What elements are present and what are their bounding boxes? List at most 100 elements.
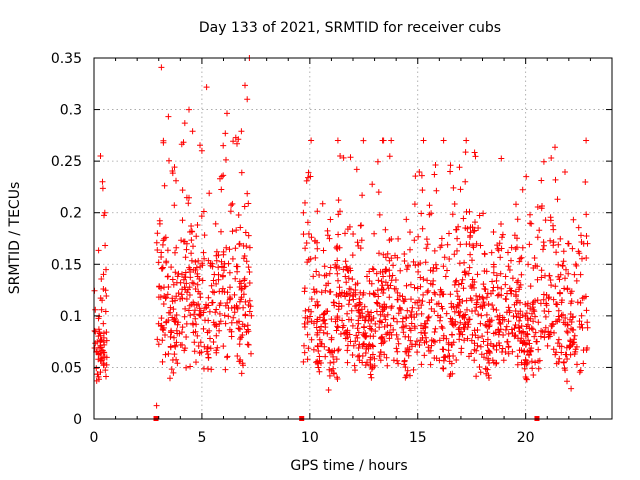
data-point [171, 164, 178, 171]
data-point [364, 273, 370, 280]
data-point [551, 329, 557, 336]
data-point [308, 234, 315, 241]
data-point [324, 330, 331, 337]
data-point [205, 302, 212, 309]
data-point [165, 284, 172, 290]
data-point [583, 137, 590, 144]
data-point [387, 322, 394, 329]
data-point [493, 346, 500, 353]
data-point [373, 270, 380, 277]
data-point [564, 322, 571, 329]
data-point [93, 377, 100, 384]
data-point [571, 332, 578, 339]
data-point [171, 202, 178, 209]
data-point [191, 348, 198, 355]
data-point [186, 106, 192, 113]
data-point [191, 311, 198, 318]
data-point [493, 277, 500, 284]
data-point [334, 137, 341, 144]
data-point [211, 289, 218, 296]
data-point [472, 153, 479, 160]
data-point [310, 273, 317, 280]
data-point [164, 291, 171, 298]
data-point [240, 304, 247, 311]
data-point [552, 144, 558, 151]
data-point [411, 325, 418, 332]
data-point [207, 335, 213, 342]
data-point [485, 318, 491, 325]
data-point [478, 312, 485, 319]
data-point [576, 318, 583, 325]
data-point [486, 350, 493, 356]
data-point [164, 247, 171, 254]
data-point [485, 355, 492, 362]
data-point [447, 162, 454, 169]
data-point [524, 330, 531, 337]
data-point [102, 308, 109, 315]
data-point [209, 299, 215, 306]
data-point [516, 317, 523, 324]
data-point [378, 278, 385, 285]
data-point [503, 323, 510, 330]
data-point [531, 255, 538, 261]
data-point [579, 295, 586, 302]
data-point [385, 285, 392, 292]
data-point [577, 367, 584, 374]
data-point [393, 285, 399, 292]
data-point [381, 351, 388, 358]
data-point [230, 314, 237, 321]
data-point [355, 329, 362, 336]
data-point [388, 137, 395, 144]
data-point [238, 296, 244, 303]
data-point [463, 208, 470, 215]
data-point [473, 299, 480, 306]
data-point [374, 300, 381, 307]
data-point [200, 325, 207, 332]
data-point [386, 335, 393, 342]
data-point [402, 333, 409, 340]
data-point [165, 309, 172, 316]
data-point [326, 366, 333, 373]
data-point [525, 261, 532, 268]
data-point [322, 287, 329, 294]
data-point [386, 273, 393, 280]
data-point [402, 364, 409, 371]
data-point [161, 182, 168, 189]
data-point [154, 230, 161, 237]
data-point [481, 251, 488, 258]
data-point [528, 358, 535, 365]
data-point [505, 318, 512, 325]
data-point [192, 267, 199, 273]
data-point [402, 296, 409, 303]
data-point [456, 296, 463, 303]
data-point [330, 365, 337, 372]
data-point [188, 237, 195, 244]
data-point [461, 337, 468, 344]
data-point [220, 248, 227, 255]
data-point [348, 316, 355, 323]
data-point [350, 231, 357, 237]
data-point [240, 362, 246, 369]
data-point [179, 324, 186, 331]
data-point [103, 373, 109, 380]
data-point [238, 370, 245, 377]
data-point [407, 337, 414, 344]
data-point [302, 199, 308, 206]
data-point [186, 292, 193, 298]
data-point [328, 316, 335, 323]
data-point [344, 334, 351, 341]
data-point [324, 308, 331, 315]
data-point [315, 348, 322, 354]
data-point [438, 235, 445, 242]
data-point [424, 277, 431, 284]
data-point [218, 228, 224, 235]
data-point [517, 299, 523, 306]
data-point [449, 211, 456, 218]
data-point [572, 261, 579, 268]
data-point [360, 331, 367, 338]
data-point [471, 227, 478, 234]
data-point [315, 364, 322, 371]
data-point [468, 285, 475, 291]
data-point [158, 322, 165, 329]
data-point [378, 340, 385, 347]
